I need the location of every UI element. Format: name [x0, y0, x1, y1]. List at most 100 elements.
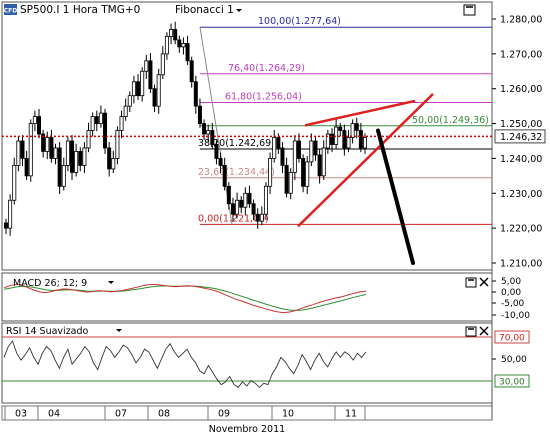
- month-label: Novembro 2011: [209, 424, 285, 435]
- candle-body: [288, 171, 293, 194]
- candle-body: [160, 53, 165, 76]
- candle: [41, 129, 46, 158]
- close-icon[interactable]: [479, 326, 489, 336]
- candle-body: [251, 203, 256, 215]
- price-axis: 1.280,00 1.270,00 1.260,00 1.250,00 1.240,00…: [492, 15, 542, 270]
- candle: [127, 91, 132, 113]
- rsi-tick-label: 50,00: [501, 355, 527, 365]
- price-tick-label: 1.230,00: [500, 189, 542, 200]
- candle-body: [284, 164, 289, 194]
- candlesticks: [4, 21, 367, 236]
- candle-body: [140, 70, 145, 97]
- candle-body: [243, 192, 248, 208]
- candle-body: [127, 95, 132, 107]
- time-axis: 03 04 07 08 09 10 11: [4, 406, 366, 420]
- candle: [350, 119, 355, 144]
- candle: [107, 142, 112, 177]
- indicator-dropdown-icon[interactable]: [236, 9, 242, 12]
- x-axis-bar: [1, 405, 493, 421]
- candle: [235, 192, 240, 219]
- candle-body: [49, 137, 54, 159]
- candle-body: [152, 88, 157, 107]
- candle-body: [74, 151, 79, 173]
- candle: [346, 129, 351, 153]
- day-label: 11: [345, 409, 357, 420]
- candle-body: [321, 147, 326, 177]
- candle: [156, 68, 161, 114]
- candle-body: [131, 81, 136, 97]
- forecast-down-line[interactable]: [376, 128, 415, 265]
- day-label: 07: [115, 409, 127, 420]
- candle: [181, 37, 186, 55]
- candle-body: [90, 116, 95, 131]
- candle-body: [222, 164, 227, 187]
- chart-header: CFD SP500.I 1 Hora TMG+0 Fibonacci 1: [4, 4, 242, 16]
- candle: [313, 136, 318, 161]
- fib-level-label: 61,80(1.256,04): [225, 92, 302, 103]
- candle: [226, 182, 231, 210]
- candle: [78, 147, 83, 172]
- chart-title: SP500.I 1 Hora TMG+0: [20, 4, 140, 16]
- candle-body: [98, 112, 103, 124]
- candle-body: [210, 130, 215, 145]
- candle-body: [16, 140, 21, 166]
- candle-body: [24, 158, 29, 177]
- candle: [103, 108, 108, 154]
- candle: [239, 196, 244, 214]
- candle-body: [193, 81, 198, 107]
- rsi-upper-level-label: 70,00: [499, 334, 525, 344]
- candle-body: [230, 203, 235, 215]
- candle-body: [329, 133, 334, 145]
- candle: [119, 110, 124, 139]
- candle: [173, 21, 178, 45]
- candle: [164, 32, 169, 60]
- candle-body: [189, 60, 194, 83]
- candle-body: [259, 213, 264, 222]
- candle-body: [41, 133, 46, 152]
- candle: [317, 149, 322, 184]
- expand-icon[interactable]: [465, 277, 477, 288]
- fib-level-label: 23,60(1.234,44): [198, 167, 275, 178]
- rsi-panel[interactable]: [1, 322, 493, 404]
- candle-body: [156, 74, 161, 107]
- candle: [169, 23, 174, 45]
- candle-body: [148, 60, 153, 90]
- close-icon[interactable]: [479, 277, 489, 287]
- candle-body: [12, 164, 17, 201]
- candle-body: [346, 137, 351, 149]
- candle: [329, 128, 334, 153]
- macd-dropdown-icon[interactable]: [108, 281, 114, 284]
- rsi-value-line: [3, 340, 367, 389]
- candle: [301, 154, 306, 193]
- candle: [280, 142, 285, 174]
- candle: [202, 119, 207, 140]
- candle-body: [136, 81, 141, 97]
- candle-body: [103, 112, 108, 149]
- candle: [251, 199, 256, 221]
- expand-icon[interactable]: [463, 4, 476, 16]
- candle-body: [296, 140, 301, 159]
- candle: [177, 35, 182, 53]
- rsi-dropdown-icon[interactable]: [116, 329, 122, 332]
- candle-body: [350, 123, 355, 138]
- expand-icon[interactable]: [465, 326, 477, 337]
- trend-annotations: [297, 93, 434, 265]
- candle: [8, 194, 13, 236]
- candle-body: [255, 213, 260, 222]
- candle: [61, 157, 66, 191]
- macd-panel[interactable]: [1, 272, 493, 322]
- indicator-label: Fibonacci 1: [175, 4, 234, 16]
- candle-body: [177, 39, 182, 48]
- candle: [90, 112, 95, 137]
- candle-body: [218, 158, 223, 166]
- candle-body: [325, 133, 330, 149]
- fib-level-label: 38,20(1.242,69): [198, 138, 275, 149]
- candle: [136, 74, 141, 100]
- wedge-upper-trendline[interactable]: [304, 99, 416, 127]
- candle: [354, 117, 359, 139]
- wedge-lower-trendline[interactable]: [297, 93, 434, 228]
- candle-body: [342, 130, 347, 149]
- macd-tick-label: 0,00: [501, 288, 521, 298]
- candle-body: [28, 123, 33, 177]
